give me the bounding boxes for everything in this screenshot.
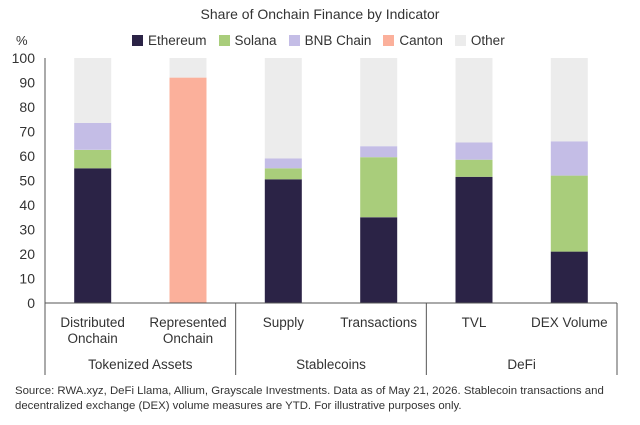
y-tick-label: 10 (19, 271, 35, 287)
y-tick-label: 70 (19, 124, 35, 140)
legend-swatch-canton (383, 34, 395, 46)
bar-segment-ethereum (264, 179, 302, 303)
bar-segment-bnb-chain (455, 142, 493, 160)
legend-swatch-other (454, 34, 466, 46)
source-note: Source: RWA.xyz, DeFi Llama, Allium, Gra… (15, 385, 604, 412)
legend-swatch-solana (218, 34, 230, 46)
y-tick-label: 30 (19, 222, 35, 238)
y-tick-label: 100 (12, 50, 36, 66)
bar-segment-bnb-chain (550, 141, 588, 176)
group-label-tokenized-assets: Tokenized Assets (88, 357, 193, 372)
bar-segment-solana (455, 159, 493, 177)
group-label-defi: DeFi (507, 357, 536, 372)
x-tick-label: Represented (149, 315, 226, 330)
y-tick-label: 90 (19, 75, 35, 91)
x-tick-label: Distributed (60, 315, 125, 330)
bar-segment-ethereum (74, 168, 112, 304)
x-tick-label: Onchain (163, 331, 213, 346)
y-tick-label: 60 (19, 148, 35, 164)
x-tick-label: Supply (263, 315, 305, 330)
legend-label-canton: Canton (399, 32, 443, 48)
legend-label-solana: Solana (234, 32, 277, 48)
bar-segment-solana (550, 175, 588, 252)
bar-segment-solana (360, 157, 398, 218)
chart-title: Share of Onchain Finance by Indicator (200, 6, 440, 22)
bar-segment-ethereum (360, 217, 398, 304)
x-tick-label: TVL (462, 315, 487, 330)
y-tick-label: 20 (19, 246, 35, 262)
bar-segment-other (264, 58, 302, 159)
legend-label-other: Other (470, 32, 505, 48)
x-tick-label: Transactions (340, 315, 417, 330)
y-tick-label: 40 (19, 197, 35, 213)
bar-segment-bnb-chain (264, 158, 302, 169)
bar-segment-solana (74, 149, 112, 169)
y-tick-label: 0 (27, 295, 35, 311)
bar-segment-other (455, 58, 493, 143)
legend-item-other: Other (454, 32, 505, 48)
bar-segment-bnb-chain (74, 122, 112, 150)
bar-segment-solana (264, 168, 302, 180)
x-tick-label: DEX Volume (531, 315, 608, 330)
legend-item-bnb-chain: BNB Chain (288, 32, 372, 48)
legend-swatch-bnb-chain (288, 34, 300, 46)
y-tick-label: 80 (19, 99, 35, 115)
bar-segment-other (169, 58, 207, 78)
bar-segment-other (74, 58, 112, 123)
group-label-stablecoins: Stablecoins (296, 357, 366, 372)
legend-label-bnb-chain: BNB Chain (304, 32, 372, 48)
x-tick-label: Onchain (68, 331, 118, 346)
bar-segment-other (360, 58, 398, 147)
bar-segment-ethereum (550, 251, 588, 303)
bar-segment-canton (169, 77, 207, 303)
y-axis-unit-label: % (16, 33, 28, 48)
legend-label-ethereum: Ethereum (148, 32, 207, 48)
legend-item-ethereum: Ethereum (132, 33, 207, 48)
bar-segment-bnb-chain (360, 146, 398, 158)
y-tick-label: 50 (19, 173, 35, 189)
bar-segment-ethereum (455, 176, 493, 303)
chart-legend: Ethereum Solana BNB Chain Canton Other (132, 31, 505, 49)
bar-segment-other (550, 58, 588, 142)
legend-swatch-ethereum (132, 34, 143, 46)
legend-item-canton: Canton (383, 33, 443, 48)
stacked-bar-chart: 0102030405060708090100DistributedOnchain… (12, 50, 618, 375)
legend-item-solana: Solana (218, 32, 277, 48)
